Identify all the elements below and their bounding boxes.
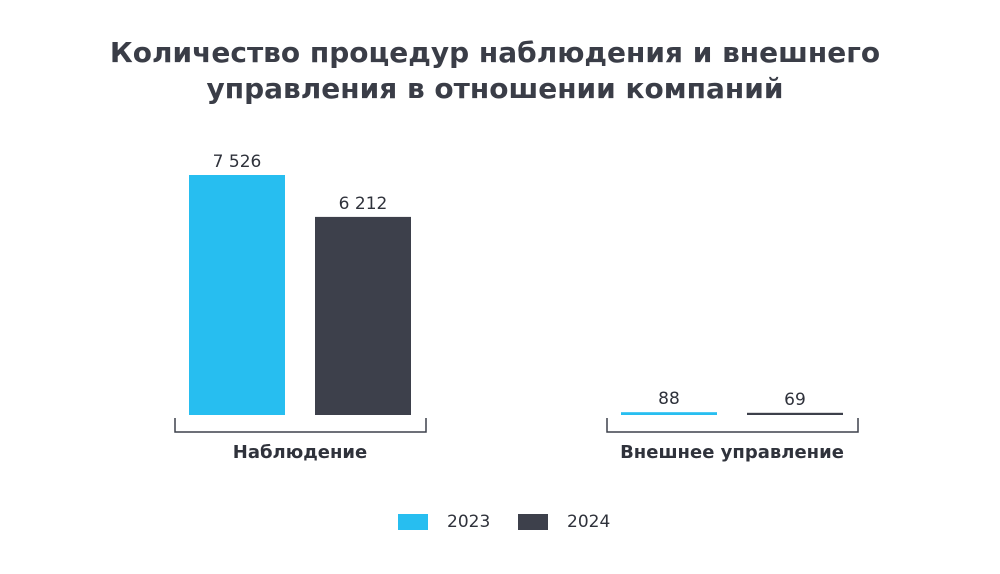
bar (621, 412, 717, 415)
legend-swatch (518, 514, 548, 530)
value-label: 69 (784, 390, 806, 410)
legend-swatch (398, 514, 428, 530)
bar (189, 175, 285, 415)
legend-label: 2023 (447, 512, 490, 532)
bracket (606, 418, 859, 433)
value-label: 7 526 (213, 152, 262, 172)
chart-title: управления в отношении компаний (207, 72, 784, 105)
legend-label: 2024 (567, 512, 610, 532)
bar (315, 216, 411, 415)
bracket (174, 418, 427, 433)
chart-title: Количество процедур наблюдения и внешнег… (110, 36, 880, 69)
bar (747, 412, 843, 415)
category-label: Наблюдение (233, 442, 367, 463)
category-label: Внешнее управление (620, 442, 844, 463)
value-label: 6 212 (339, 194, 388, 214)
value-label: 88 (658, 389, 680, 409)
